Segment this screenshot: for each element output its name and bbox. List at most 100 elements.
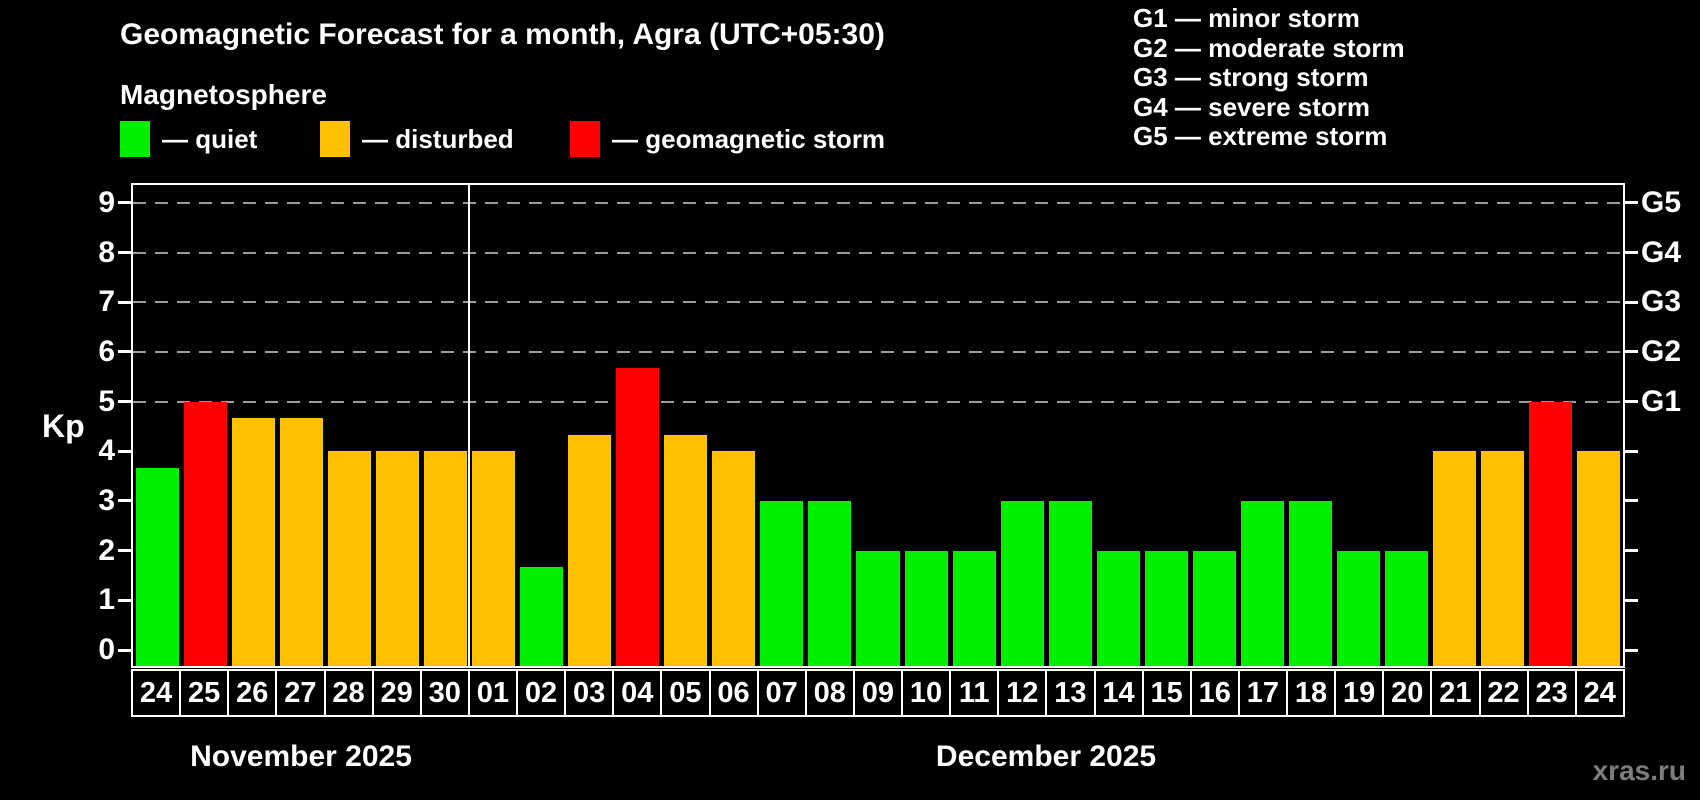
bar-december-23: [1529, 401, 1573, 666]
day-cell-20: 20: [1382, 671, 1430, 715]
g-scale-legend-line: G3 — strong storm: [1133, 62, 1369, 92]
bar-november-30: [423, 451, 467, 666]
right-axis-label-g4: G4: [1641, 235, 1682, 269]
day-cell-18: 18: [1286, 671, 1334, 715]
y-tick-label-6: 6: [98, 334, 115, 368]
bar-december-11: [952, 550, 996, 666]
g-scale-legend-line: G4 — severe storm: [1133, 91, 1371, 122]
g-scale-legend-line: G1 — minor storm: [1133, 3, 1360, 33]
day-cell-14: 14: [1093, 671, 1142, 715]
bar-december-08: [808, 501, 852, 666]
y-tick-label-2: 2: [98, 533, 115, 567]
plot-frame: [131, 183, 1625, 668]
day-cell-24: 24: [139, 676, 173, 709]
y-tick-label-1: 1: [98, 583, 115, 617]
right-axis-tick-4: [1625, 449, 1638, 453]
day-cell-11: 11: [949, 671, 997, 715]
bar-december-12: [1000, 501, 1044, 666]
right-axis-label-g2: G2: [1641, 334, 1682, 368]
bar-december-16: [1192, 550, 1236, 666]
left-axis-tick-3: [118, 499, 131, 503]
day-cell-08: 08: [804, 671, 853, 715]
bar-december-13: [1048, 501, 1092, 666]
day-cell-17: 17: [1237, 671, 1286, 715]
y-tick-label-9: 9: [98, 185, 115, 219]
y-tick-label-3: 3: [98, 483, 115, 517]
right-axis-label-g1: G1: [1641, 384, 1682, 418]
right-axis-tick-7: [1625, 300, 1638, 304]
day-cell-29: 29: [371, 671, 420, 715]
bar-december-15: [1144, 550, 1188, 666]
gridline-kp-8: [133, 251, 1623, 254]
day-label-row: 24 25 26 27 28 29 30 01 02 03 04 05 06 07 08 09 10 11 12 13…: [131, 669, 1625, 717]
day-cell-02: 02: [516, 671, 564, 715]
day-cell-13: 13: [1045, 671, 1093, 715]
left-axis-tick-8: [118, 251, 131, 255]
gridline-kp-6: [133, 351, 1623, 353]
right-axis-tick-8: [1625, 251, 1638, 255]
left-axis-tick-7: [118, 300, 131, 304]
bar-november-29: [375, 451, 419, 666]
right-axis-tick-5: [1625, 400, 1638, 404]
gridline-kp-7: [133, 301, 1623, 304]
day-cell-22: 22: [1478, 671, 1527, 715]
day-cell-24: 24: [1574, 671, 1623, 715]
bar-december-07: [760, 501, 804, 666]
left-axis-tick-0: [118, 648, 131, 652]
left-axis-tick-4: [118, 449, 131, 453]
legend-label-quiet: — quiet: [162, 123, 258, 154]
day-cell-21: 21: [1430, 671, 1478, 715]
day-cell-12: 12: [997, 671, 1045, 715]
bar-november-27: [279, 418, 323, 666]
right-axis-tick-1: [1625, 598, 1638, 602]
bar-december-20: [1385, 550, 1429, 666]
day-cell-04: 04: [612, 671, 660, 715]
day-cell-23: 23: [1526, 671, 1575, 715]
bar-december-19: [1337, 550, 1381, 666]
day-cell-10: 10: [901, 671, 949, 715]
day-cell-25: 25: [179, 671, 227, 715]
gridline-kp-9: [133, 202, 1623, 204]
quiet-color-swatch: [120, 121, 150, 157]
legend-label-storm: — geomagnetic storm: [612, 123, 886, 154]
day-cell-28: 28: [323, 671, 372, 715]
day-cell-05: 05: [660, 671, 708, 715]
legend-item-quiet: — quiet: [120, 120, 257, 158]
day-cell-27: 27: [275, 671, 323, 715]
day-cell-09: 09: [852, 671, 901, 715]
legend-item-disturbed: — disturbed: [320, 120, 514, 158]
chart-title: Geomagnetic Forecast for a month, Agra (…: [120, 18, 885, 51]
right-axis-tick-6: [1625, 350, 1638, 354]
bar-december-18: [1289, 501, 1333, 666]
y-tick-label-8: 8: [98, 235, 115, 269]
day-cell-01: 01: [467, 671, 516, 715]
bar-december-03: [568, 434, 612, 666]
day-cell-07: 07: [756, 671, 805, 715]
y-tick-label-4: 4: [98, 434, 115, 468]
bar-december-05: [664, 434, 708, 666]
left-axis-tick-1: [118, 598, 131, 602]
month-label-november: November 2025: [190, 740, 412, 773]
left-axis-tick-5: [118, 400, 131, 404]
day-cell-15: 15: [1141, 671, 1190, 715]
bar-november-24: [135, 467, 179, 666]
gridline-kp-5: [133, 400, 1623, 403]
left-axis-tick-6: [118, 350, 131, 354]
month-separator: [468, 185, 471, 666]
y-tick-label-7: 7: [98, 285, 115, 319]
g-scale-legend: G1 — minor storm G2 — moderate storm G3 — …: [1133, 3, 1405, 152]
day-cell-03: 03: [564, 671, 612, 715]
right-axis-tick-3: [1625, 499, 1638, 503]
month-label-december: December 2025: [935, 740, 1157, 773]
g-scale-legend-line: G5 — extreme storm: [1133, 121, 1388, 151]
right-axis-label-g3: G3: [1641, 285, 1682, 319]
chart-subtitle: Magnetosphere: [120, 79, 327, 110]
bar-december-04: [616, 368, 660, 666]
bar-december-09: [856, 550, 900, 666]
bar-december-17: [1240, 501, 1285, 666]
left-axis-tick-2: [118, 549, 131, 553]
kp-axis-label: Kp: [42, 408, 85, 444]
watermark: xras.ru: [1592, 755, 1686, 786]
bar-december-14: [1096, 550, 1140, 666]
right-axis-label-g5: G5: [1641, 185, 1682, 219]
